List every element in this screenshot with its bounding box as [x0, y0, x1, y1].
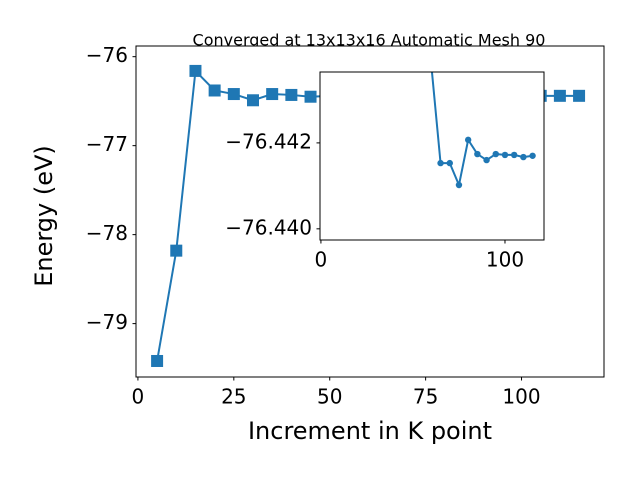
marker	[437, 159, 444, 167]
marker	[189, 64, 202, 77]
axes-frame	[135, 45, 605, 378]
x-tick-label: 25	[221, 385, 246, 409]
marker	[553, 89, 566, 102]
marker	[529, 152, 536, 159]
marker	[510, 151, 518, 159]
x-tick-label: 0	[132, 385, 145, 409]
y-tick-label: −77	[86, 132, 128, 156]
marker	[266, 88, 279, 101]
y-tick-label: −76	[86, 43, 128, 67]
marker	[446, 159, 453, 167]
marker	[208, 84, 221, 97]
marker	[474, 150, 481, 158]
marker	[520, 153, 527, 161]
plot-area	[430, 72, 536, 189]
marker	[304, 90, 317, 103]
y-tick-label: −76.440	[225, 215, 312, 239]
y-tick-label: −79	[86, 310, 128, 334]
y-tick-label: −78	[86, 221, 128, 245]
marker	[573, 89, 586, 102]
x-tick-label: 100	[502, 385, 540, 409]
marker	[492, 150, 499, 158]
axes-frame	[319, 71, 545, 241]
x-tick-label: 0	[315, 248, 328, 272]
marker	[227, 88, 240, 101]
marker	[151, 354, 164, 367]
x-tick-label: 100	[486, 248, 524, 272]
axes-background	[320, 72, 544, 240]
marker	[483, 156, 490, 164]
chart-title: Converged at 13x13x16 Automatic Mesh 90	[193, 31, 546, 50]
x-tick-label: 50	[317, 385, 342, 409]
marker	[455, 181, 463, 189]
marker	[501, 151, 509, 159]
x-axis-label: Increment in K point	[248, 417, 492, 445]
marker	[464, 136, 472, 144]
y-axis-label: Energy (eV)	[30, 145, 58, 287]
marker	[247, 94, 259, 107]
x-tick-label: 75	[413, 385, 438, 409]
axes: 0 100 −76.442 −76.440	[225, 71, 545, 272]
marker	[170, 244, 183, 257]
y-tick-label: −76.442	[225, 129, 312, 153]
marker	[285, 88, 298, 101]
